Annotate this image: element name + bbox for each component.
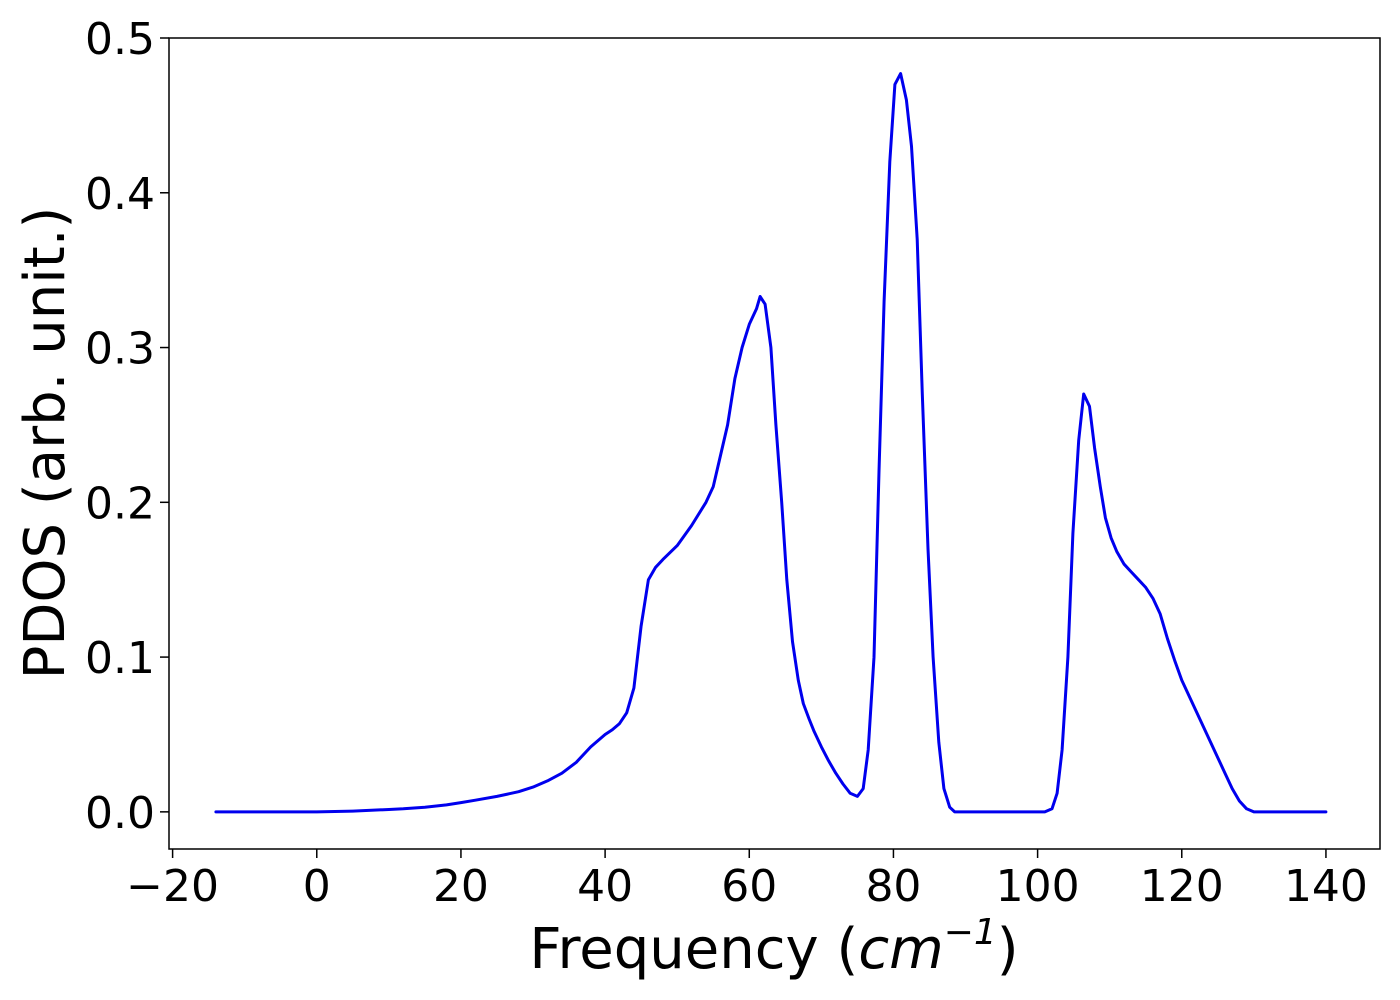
y-tick-label: 0.1 (85, 633, 155, 684)
plot-area (168, 37, 1381, 850)
y-tick-label: 0.5 (85, 14, 155, 65)
x-tick-label: −20 (126, 861, 219, 912)
x-tick-label: 20 (433, 861, 489, 912)
y-tick-label: 0.2 (85, 478, 155, 529)
x-tick-label: 0 (303, 861, 331, 912)
x-tick-label: 140 (1284, 861, 1368, 912)
y-axis-ticks: 0.0 0.1 0.2 0.3 0.4 0.5 (85, 14, 169, 839)
pdos-series-line (214, 72, 1328, 814)
y-tick-label: 0.4 (85, 169, 155, 220)
y-axis-label: PDOS (arb. unit.) (13, 207, 78, 680)
x-tick-label: 40 (577, 861, 633, 912)
x-tick-label: 80 (865, 861, 921, 912)
x-tick-label: 100 (996, 861, 1080, 912)
x-axis-label: Frequency (cm−1) (529, 912, 1018, 982)
y-tick-label: 0.3 (85, 324, 155, 375)
y-tick-label: 0.0 (85, 788, 155, 839)
x-tick-label: 120 (1140, 861, 1224, 912)
x-axis-ticks: −20 0 20 40 60 80 100 120 140 (126, 849, 1368, 912)
x-tick-label: 60 (721, 861, 777, 912)
